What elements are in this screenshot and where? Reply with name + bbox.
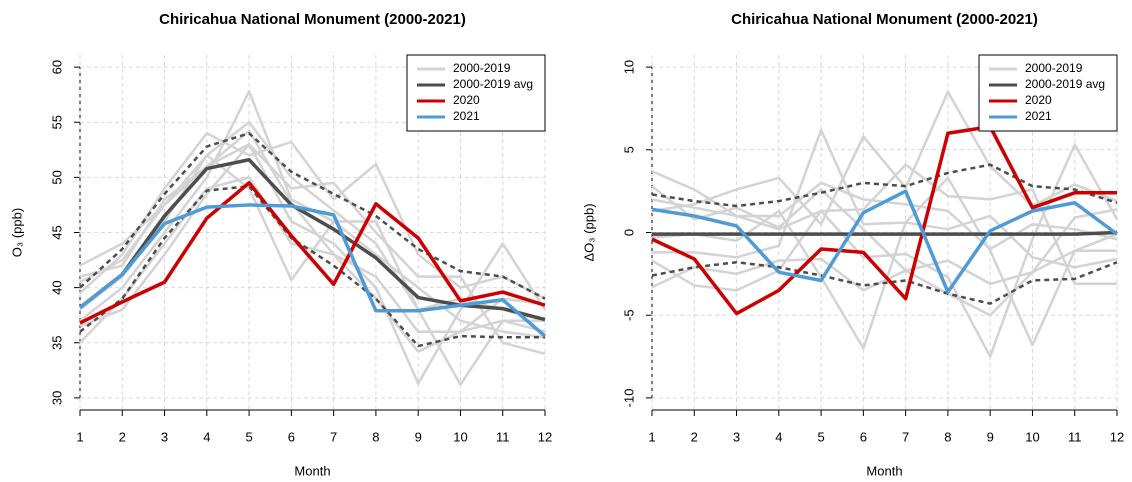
x-tick-label: 7: [902, 429, 909, 444]
legend-label: 2000-2019: [1025, 61, 1083, 75]
band-line: [651, 261, 1118, 305]
x-tick-label: 12: [538, 429, 552, 444]
background-line: [651, 232, 1118, 292]
x-tick-label: 3: [733, 429, 740, 444]
x-tick-label: 11: [1068, 429, 1082, 444]
legend-label: 2020: [453, 93, 480, 107]
x-tick-label: 8: [372, 429, 379, 444]
x-tick-label: 6: [860, 429, 867, 444]
series-line: [79, 181, 546, 325]
y-tick-label: 50: [49, 170, 64, 184]
x-tick-label: 4: [203, 429, 210, 444]
series-line: [651, 124, 1117, 316]
x-tick-label: 8: [944, 429, 951, 444]
background-line: [79, 143, 546, 355]
x-tick-label: 3: [161, 429, 168, 444]
x-axis-label: Month: [294, 463, 330, 478]
y-tick-label: 55: [49, 115, 64, 129]
y-tick-label: -10: [621, 389, 636, 408]
background-line: [651, 185, 1118, 317]
x-tick-label: 5: [245, 429, 252, 444]
series-line: [652, 230, 1118, 236]
x-axis-label: Month: [866, 463, 902, 478]
legend-label: 2021: [453, 109, 480, 123]
x-tick-label: 6: [288, 429, 295, 444]
x-tick-label: 9: [415, 429, 422, 444]
x-tick-label: 12: [1110, 429, 1124, 444]
legend-label: 2000-2019 avg: [1025, 77, 1105, 91]
band-line: [651, 163, 1118, 208]
x-tick-label: 11: [496, 429, 510, 444]
y-tick-label: 5: [621, 146, 636, 153]
y-tick-label: 40: [49, 280, 64, 294]
y-axis-label: O₃ (ppb): [9, 208, 24, 257]
x-tick-label: 1: [76, 429, 83, 444]
chart-title: Chiricahua National Monument (2000-2021): [731, 11, 1038, 28]
x-tick-label: 10: [1025, 429, 1039, 444]
x-tick-label: 2: [691, 429, 698, 444]
x-tick-label: 2: [119, 429, 126, 444]
y-tick-label: 30: [49, 391, 64, 405]
x-tick-label: 5: [817, 429, 824, 444]
x-tick-label: 7: [330, 429, 337, 444]
background-line: [651, 143, 1119, 358]
legend-label: 2020: [1025, 93, 1052, 107]
background-line: [79, 154, 546, 386]
background-line: [79, 129, 546, 353]
x-tick-label: 1: [648, 429, 655, 444]
legend-label: 2021: [1025, 109, 1052, 123]
legend-label: 2000-2019: [453, 61, 511, 75]
y-tick-label: 60: [49, 60, 64, 74]
legend-label: 2000-2019 avg: [453, 77, 533, 91]
y-tick-label: 35: [49, 336, 64, 350]
y-tick-label: 0: [621, 229, 636, 236]
x-tick-label: 10: [453, 429, 467, 444]
series-line: [651, 189, 1119, 294]
chart-panel: Chiricahua National Monument (2000-2021)…: [9, 11, 552, 478]
chart-title: Chiricahua National Monument (2000-2021): [159, 11, 466, 28]
band-line: [79, 184, 545, 348]
background-line: [651, 176, 1117, 350]
y-tick-label: 10: [621, 60, 636, 74]
y-axis-label: ΔO₃ (ppb): [581, 203, 596, 261]
band-line: [79, 132, 546, 300]
x-tick-label: 4: [775, 429, 782, 444]
x-tick-label: 9: [987, 429, 994, 444]
chart-panel: Chiricahua National Monument (2000-2021)…: [581, 11, 1124, 478]
y-tick-label: -5: [621, 309, 636, 321]
background-line: [652, 128, 1118, 269]
y-tick-label: 45: [49, 225, 64, 239]
series-line: [78, 203, 547, 338]
